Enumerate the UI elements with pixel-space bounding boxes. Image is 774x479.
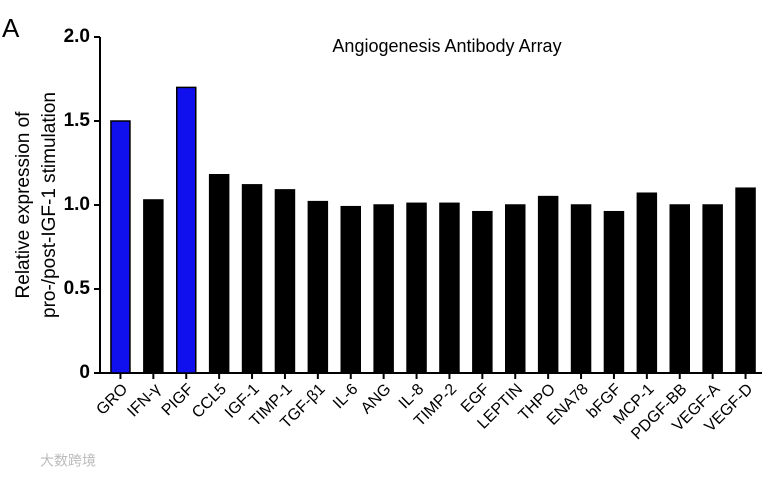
y-tick-label: 0 xyxy=(79,362,90,383)
x-tick-label: IL-6 xyxy=(330,381,362,413)
bar xyxy=(472,210,493,374)
bar xyxy=(537,195,559,374)
y-tick-label: 0.5 xyxy=(64,278,91,299)
x-tick-label: ANG xyxy=(358,381,395,418)
bar xyxy=(241,184,263,374)
bar xyxy=(570,204,592,374)
watermark: 大数跨境 xyxy=(40,453,96,469)
x-tick-label: GRO xyxy=(93,381,131,419)
bar xyxy=(340,205,361,374)
bar xyxy=(603,210,625,374)
y-tick-label: 2.0 xyxy=(64,26,90,47)
bar xyxy=(143,199,164,374)
bar xyxy=(406,202,427,374)
bar xyxy=(505,204,526,374)
y-tick-label: 1.5 xyxy=(64,110,91,131)
x-tick-label: IFN-γ xyxy=(124,381,164,421)
chart-title: Angiogenesis Antibody Array xyxy=(332,36,561,56)
bar xyxy=(439,202,460,374)
y-axis-title: pro-/post-IGF-1 stimulation xyxy=(39,92,60,318)
bar xyxy=(702,204,723,374)
bar xyxy=(274,189,296,374)
bar xyxy=(307,200,329,374)
x-tick-label: CCL5 xyxy=(189,381,230,422)
bar xyxy=(636,192,658,374)
panel-label: A xyxy=(2,13,20,43)
bar xyxy=(735,187,756,374)
bar xyxy=(176,86,197,374)
y-tick-label: 1.0 xyxy=(64,194,90,215)
y-axis-title: Relative expression of xyxy=(13,111,34,299)
bar xyxy=(373,204,394,374)
bar xyxy=(208,174,230,374)
bar xyxy=(669,204,690,374)
bar xyxy=(110,120,131,374)
